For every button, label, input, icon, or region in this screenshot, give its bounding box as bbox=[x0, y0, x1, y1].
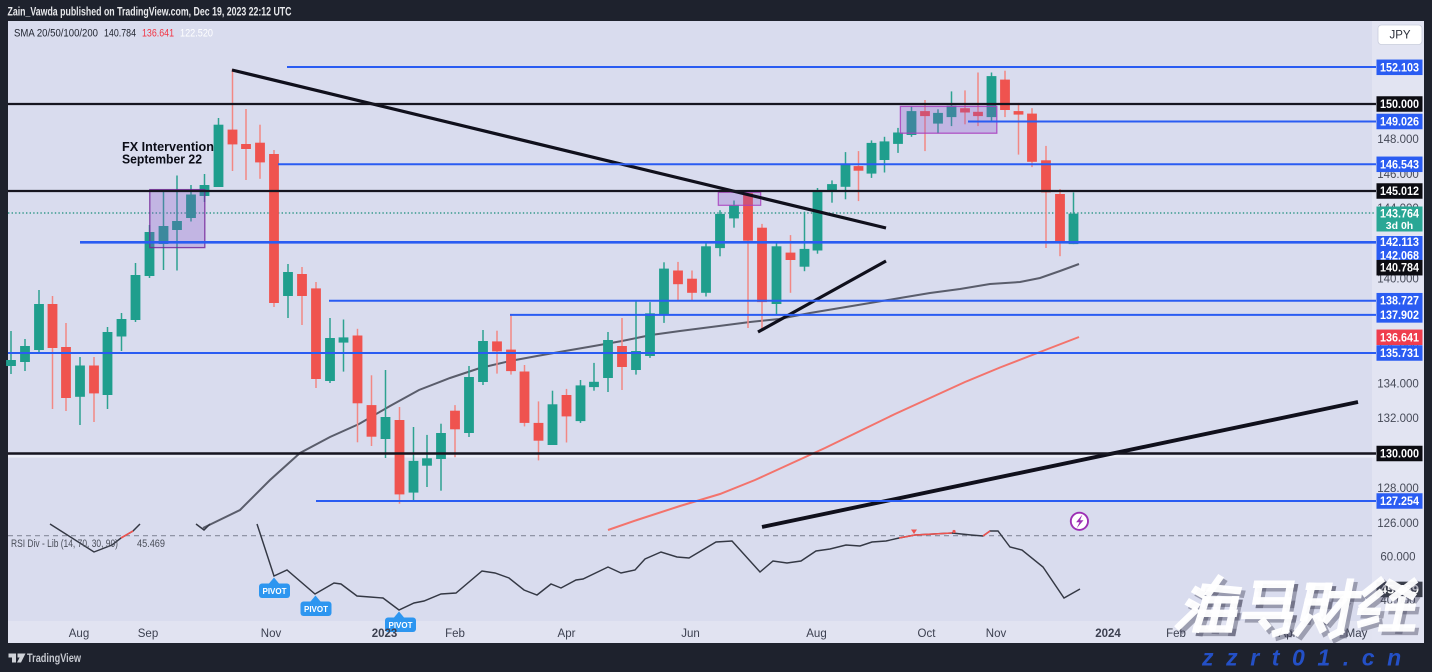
svg-text:SMA 20/50/100/200: SMA 20/50/100/200 bbox=[14, 28, 98, 40]
svg-text:45.469: 45.469 bbox=[137, 538, 165, 550]
svg-text:135.731: 135.731 bbox=[1380, 348, 1420, 360]
svg-text:Nov: Nov bbox=[986, 628, 1007, 640]
svg-text:130.000: 130.000 bbox=[1380, 449, 1419, 461]
svg-text:126.000: 126.000 bbox=[1377, 518, 1419, 530]
svg-text:142.113: 142.113 bbox=[1380, 237, 1419, 249]
svg-text:152.103: 152.103 bbox=[1380, 62, 1419, 74]
svg-text:137.902: 137.902 bbox=[1380, 310, 1419, 322]
svg-text:JPY: JPY bbox=[1389, 30, 1410, 42]
svg-text:Aug: Aug bbox=[806, 628, 826, 640]
svg-text:127.254: 127.254 bbox=[1380, 496, 1420, 508]
svg-text:3d 0h: 3d 0h bbox=[1386, 220, 1413, 232]
svg-text:Zain_Vawda published on Tradin: Zain_Vawda published on TradingView.com,… bbox=[8, 7, 292, 19]
svg-text:2024: 2024 bbox=[1095, 628, 1121, 640]
svg-text:143.764: 143.764 bbox=[1380, 209, 1420, 221]
svg-text:Aug: Aug bbox=[69, 628, 89, 640]
svg-text:134.000: 134.000 bbox=[1377, 378, 1419, 390]
svg-text:122.520: 122.520 bbox=[180, 28, 213, 40]
svg-text:136.641: 136.641 bbox=[142, 28, 174, 40]
svg-text:PIVOT: PIVOT bbox=[388, 621, 412, 630]
svg-text:FX Intervention: FX Intervention bbox=[122, 139, 214, 154]
svg-text:136.641: 136.641 bbox=[1380, 332, 1420, 344]
svg-text:RSI Div - Lib (14, 70, 30, 90): RSI Div - Lib (14, 70, 30, 90) bbox=[11, 538, 118, 550]
svg-text:140.784: 140.784 bbox=[1380, 263, 1420, 275]
svg-text:140.000: 140.000 bbox=[1377, 274, 1419, 286]
svg-text:146.543: 146.543 bbox=[1380, 159, 1419, 171]
svg-text:132.000: 132.000 bbox=[1377, 413, 1419, 425]
svg-text:128.000: 128.000 bbox=[1377, 483, 1419, 495]
svg-text:Feb: Feb bbox=[1166, 628, 1186, 640]
svg-text:May: May bbox=[1346, 628, 1368, 640]
svg-text:142.068: 142.068 bbox=[1380, 251, 1420, 263]
svg-text:PIVOT: PIVOT bbox=[262, 587, 286, 596]
svg-text:145.012: 145.012 bbox=[1380, 186, 1419, 198]
svg-text:149.026: 149.026 bbox=[1380, 117, 1419, 129]
svg-text:September 22: September 22 bbox=[122, 152, 202, 167]
svg-text:2023: 2023 bbox=[372, 628, 398, 640]
svg-text:148.000: 148.000 bbox=[1377, 134, 1419, 146]
svg-text:60.000: 60.000 bbox=[1380, 551, 1415, 563]
svg-text:Jun: Jun bbox=[681, 628, 700, 640]
svg-text:Feb: Feb bbox=[445, 628, 465, 640]
svg-text:TradingView: TradingView bbox=[27, 651, 82, 665]
svg-text:Oct: Oct bbox=[918, 628, 937, 640]
svg-text:138.727: 138.727 bbox=[1380, 296, 1419, 308]
svg-text:PIVOT: PIVOT bbox=[304, 605, 328, 614]
svg-text:150.000: 150.000 bbox=[1380, 99, 1419, 111]
svg-text:zzrt01.cn: zzrt01.cn bbox=[1201, 645, 1414, 671]
svg-text:140.784: 140.784 bbox=[104, 28, 136, 40]
svg-text:Nov: Nov bbox=[261, 628, 282, 640]
svg-text:Sep: Sep bbox=[138, 628, 158, 640]
svg-text:Apr: Apr bbox=[558, 628, 576, 640]
